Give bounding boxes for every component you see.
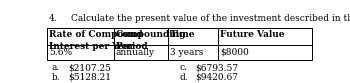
Text: $8000: $8000	[220, 48, 249, 57]
Text: annually: annually	[116, 48, 155, 57]
Text: 4.: 4.	[49, 14, 58, 23]
Bar	[47, 28, 312, 60]
Text: Rate of Compound
Interest per Year: Rate of Compound Interest per Year	[49, 30, 143, 51]
Text: Compounding
Period: Compounding Period	[116, 30, 186, 51]
Text: a.: a.	[52, 63, 60, 72]
Text: $6793.57: $6793.57	[196, 63, 239, 72]
Text: c.: c.	[179, 63, 187, 72]
Text: Time: Time	[170, 30, 195, 39]
Text: 5.6%: 5.6%	[49, 48, 72, 57]
Text: $9420.67: $9420.67	[196, 73, 239, 82]
Text: Future Value: Future Value	[220, 30, 285, 39]
Text: d.: d.	[179, 73, 188, 82]
Text: Calculate the present value of the investment described in the table.: Calculate the present value of the inves…	[71, 14, 350, 23]
Text: $2107.25: $2107.25	[68, 63, 111, 72]
Text: 3 years: 3 years	[170, 48, 203, 57]
Text: $5128.21: $5128.21	[68, 73, 111, 82]
Text: b.: b.	[52, 73, 61, 82]
